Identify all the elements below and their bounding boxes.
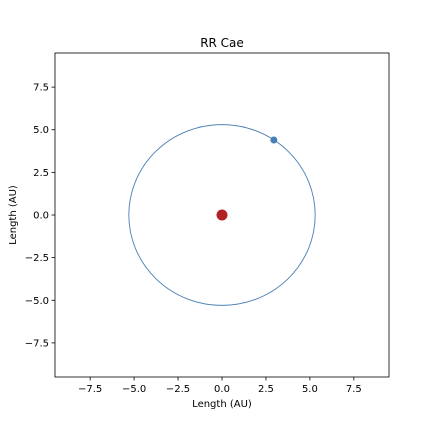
- y-tick-label: 2.5: [33, 168, 49, 179]
- x-tick-label: −5.0: [122, 384, 146, 395]
- y-axis-ticks: −7.5 −5.0 −2.5 0.0 2.5 5.0 7.5: [25, 83, 55, 349]
- y-tick-label: −7.5: [25, 338, 49, 349]
- y-tick-label: 5.0: [33, 125, 49, 136]
- planet-marker: [270, 136, 278, 144]
- y-tick-label: 7.5: [33, 83, 49, 94]
- x-axis-label: Length (AU): [192, 399, 252, 410]
- y-axis-label: Length (AU): [8, 185, 19, 245]
- x-axis-ticks: −7.5 −5.0 −2.5 0.0 2.5 5.0 7.5: [78, 377, 362, 395]
- x-tick-label: 0.0: [214, 384, 230, 395]
- x-tick-label: −7.5: [78, 384, 102, 395]
- y-tick-label: 0.0: [33, 211, 49, 222]
- star-marker: [216, 209, 228, 221]
- x-tick-label: −2.5: [166, 384, 190, 395]
- y-tick-label: −5.0: [25, 296, 49, 307]
- x-tick-label: 5.0: [302, 384, 318, 395]
- orbit-layer: [128, 124, 316, 306]
- chart-title: RR Cae: [200, 36, 244, 50]
- x-tick-label: 7.5: [346, 384, 362, 395]
- orbit-path: [128, 124, 316, 306]
- x-tick-label: 2.5: [258, 384, 274, 395]
- y-tick-label: −2.5: [25, 253, 49, 264]
